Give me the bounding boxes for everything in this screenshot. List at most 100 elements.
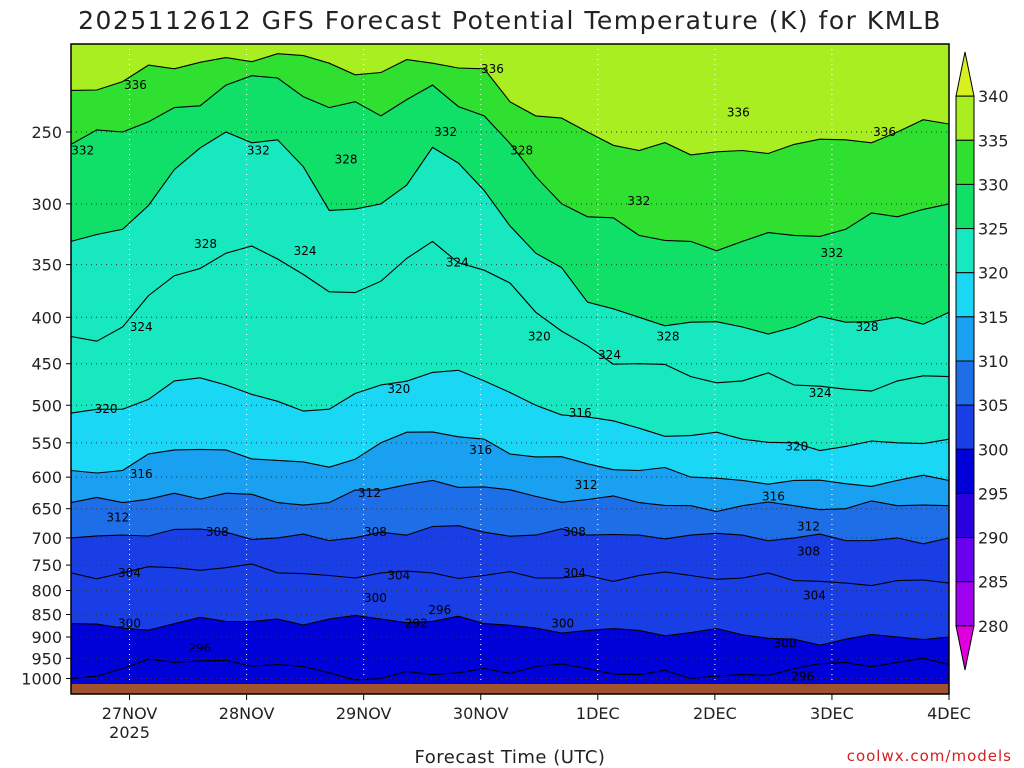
contour-label-layer: 336 336 336 336 332 332 332 332 332 328 328 328 328 3… — [71, 62, 896, 684]
contour-line-308 — [71, 525, 949, 545]
colorbar-segment — [955, 139, 975, 185]
contour-label: 332 — [627, 194, 650, 208]
contour-label: 328 — [510, 144, 533, 158]
x-tick-label: 2DEC — [693, 704, 737, 723]
contour-label: 300 — [364, 591, 387, 605]
y-tick-label: 600 — [31, 468, 62, 487]
contour-line-300 — [71, 614, 949, 646]
chart-title: 2025112612 GFS Forecast Potential Temper… — [78, 6, 942, 35]
grid-layer — [71, 44, 949, 694]
contour-label: 336 — [873, 125, 896, 139]
y-tick-label: 650 — [31, 500, 62, 519]
y-tick-label: 450 — [31, 355, 62, 374]
plot-frame — [70, 43, 950, 695]
y-tick-label: 950 — [31, 649, 62, 668]
colorbar-segment — [955, 537, 975, 583]
fill-band-336 — [71, 44, 949, 155]
plot-area: 336 336 336 336 332 332 332 332 332 328 328 328 328 3… — [71, 44, 949, 694]
colorbar-segment — [955, 183, 975, 230]
colorbar-tick-label: 310 — [978, 352, 1009, 371]
contour-label: 324 — [598, 348, 621, 362]
colorbar-tick-label: 315 — [978, 308, 1009, 327]
contour-label: 304 — [563, 566, 586, 580]
colorbar-segment — [955, 272, 975, 318]
contour-label: 312 — [358, 486, 381, 500]
contour-label: 304 — [387, 569, 410, 583]
temperature-fill-layer — [71, 44, 949, 680]
y-tick-label: 1000 — [21, 670, 62, 689]
contour-label: 328 — [657, 330, 680, 344]
colorbar-tick-label: 320 — [978, 264, 1009, 283]
colorbar-tick-label: 285 — [978, 573, 1009, 592]
colorbar-segment — [955, 625, 975, 671]
colorbar-segment — [955, 360, 975, 406]
contour-line-328 — [71, 131, 949, 335]
colorbar-tick-label: 300 — [978, 440, 1009, 459]
contour-label: 292 — [405, 617, 428, 631]
contour-label: 328 — [335, 152, 358, 166]
y-tick-label: 900 — [31, 628, 62, 647]
contour-label: 296 — [791, 670, 814, 684]
y-tick-label: 700 — [31, 529, 62, 548]
y-tick-label: 250 — [31, 123, 62, 142]
contour-label: 296 — [188, 641, 211, 655]
contour-label: 316 — [569, 406, 592, 420]
colorbar-segment — [955, 228, 975, 274]
contour-label: 320 — [387, 382, 410, 396]
colorbar-segment — [955, 95, 975, 141]
x-tick-label: 1DEC — [576, 704, 620, 723]
contour-label: 300 — [118, 617, 141, 631]
contour-label: 312 — [797, 520, 820, 534]
x-tick-label: 3DEC — [810, 704, 854, 723]
y-tick-label: 850 — [31, 605, 62, 624]
y-tick-label: 500 — [31, 396, 62, 415]
x-tick-sublabel: 2025 — [109, 723, 150, 742]
contour-label: 296 — [428, 603, 451, 617]
colorbar-tick-label: 295 — [978, 484, 1009, 503]
colorbar-tick-label: 280 — [978, 617, 1009, 636]
contour-label: 308 — [364, 525, 387, 539]
y-axis: 250 300 350 400 450 500 550 600 650 700 750 800 850 9… — [21, 123, 71, 689]
contour-label: 300 — [551, 617, 574, 631]
colorbar: 340 335 330 325 320 315 310 305 300 295 290 285 280 — [955, 51, 1009, 671]
colorbar-tick-label: 290 — [978, 529, 1009, 548]
y-tick-label: 800 — [31, 582, 62, 601]
colorbar-tick-label: 330 — [978, 175, 1009, 194]
contour-label: 324 — [294, 244, 317, 258]
x-axis-title: Forecast Time (UTC) — [415, 747, 606, 768]
colorbar-tick-label: 340 — [978, 87, 1009, 106]
colorbar-segment — [955, 581, 975, 627]
contour-layer — [71, 53, 949, 681]
contour-label: 336 — [727, 106, 750, 120]
contour-label: 320 — [528, 330, 551, 344]
contour-label: 316 — [469, 443, 492, 457]
credit-text: coolwx.com/models — [847, 747, 1012, 765]
ground-strip — [71, 684, 949, 694]
x-tick-label: 28NOV — [219, 704, 275, 723]
contour-label: 304 — [803, 589, 826, 603]
x-tick-label: 29NOV — [336, 704, 392, 723]
contour-line-304 — [71, 563, 949, 587]
contour-label: 336 — [124, 78, 147, 92]
contour-label: 324 — [809, 386, 832, 400]
contour-label: 312 — [106, 511, 129, 525]
y-tick-label: 400 — [31, 308, 62, 327]
contour-line-316 — [71, 431, 949, 487]
contour-label: 332 — [820, 246, 843, 260]
colorbar-segment — [955, 404, 975, 450]
x-tick-label: 27NOV — [102, 704, 158, 723]
contour-label: 324 — [130, 320, 153, 334]
contour-label: 304 — [118, 566, 141, 580]
contour-label: 316 — [130, 467, 153, 481]
colorbar-segment — [955, 316, 975, 362]
colorbar-segment — [955, 51, 975, 97]
y-tick-label: 300 — [31, 195, 62, 214]
contour-label: 336 — [481, 62, 504, 76]
y-tick-label: 350 — [31, 256, 62, 275]
contour-label: 308 — [206, 525, 229, 539]
contour-line-312 — [71, 479, 949, 513]
x-tick-label: 30NOV — [453, 704, 509, 723]
contour-label: 308 — [797, 545, 820, 559]
